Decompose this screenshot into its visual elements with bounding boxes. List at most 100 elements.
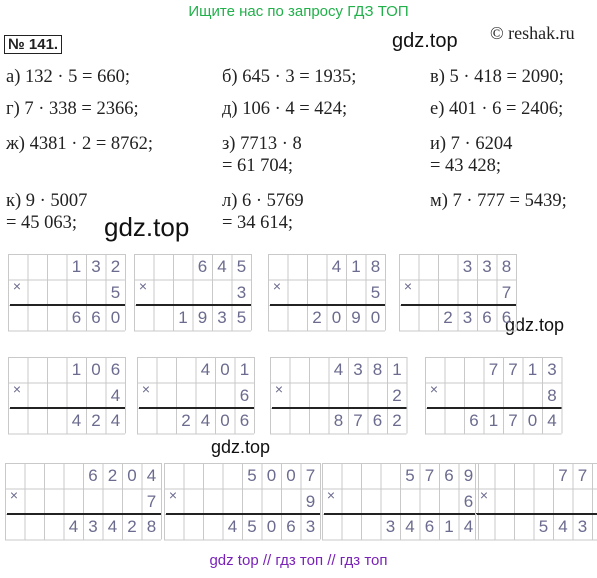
product-digit: 2 bbox=[181, 411, 191, 430]
multiplier-digit: 9 bbox=[305, 491, 316, 511]
product-digit: 6 bbox=[482, 308, 492, 327]
multiplier-digit: 7 bbox=[501, 282, 512, 302]
multiplicand-digit: 3 bbox=[91, 257, 101, 276]
multiplication-column: × 4 0 1 6 2 4 0 6 bbox=[137, 357, 255, 435]
product-digit: 6 bbox=[501, 308, 512, 327]
multiplicand-digit: 2 bbox=[107, 466, 118, 485]
product-digit: 5 bbox=[247, 517, 257, 536]
multiplicand-digit: 5 bbox=[405, 466, 415, 485]
product-digit: 0 bbox=[266, 517, 277, 536]
equation-k-result: = 45 063; bbox=[6, 213, 78, 233]
multiplicand-digit: 5 bbox=[247, 466, 257, 485]
exercise-number: № 141. bbox=[4, 35, 63, 54]
multiplicand-digit: 0 bbox=[220, 360, 230, 379]
product-digit: 3 bbox=[217, 308, 227, 327]
product-digit: 0 bbox=[110, 308, 121, 327]
multiply-sign: × bbox=[12, 278, 22, 295]
multiplicand-digit: 0 bbox=[127, 466, 137, 485]
multiplicand-digit: 6 bbox=[197, 257, 208, 276]
multiplicand-digit: 1 bbox=[71, 360, 82, 379]
multiplier-digit: 7 bbox=[146, 491, 157, 511]
multiplicand-digit: 4 bbox=[217, 257, 227, 276]
multiplier-digit: 2 bbox=[392, 385, 402, 405]
multiply-sign: × bbox=[403, 278, 413, 295]
product-digit: 2 bbox=[443, 308, 453, 327]
multiplier-digit: 5 bbox=[110, 282, 121, 302]
multiplication-column: × 3 3 8 7 2 3 6 6 bbox=[399, 254, 517, 332]
multiplier-digit: 5 bbox=[370, 282, 381, 302]
product-digit: 6 bbox=[91, 308, 101, 327]
multiply-sign: × bbox=[12, 381, 22, 398]
equation-i-result: = 43 428; bbox=[430, 156, 502, 176]
multiplicand-digit: 5 bbox=[236, 257, 247, 276]
product-digit: 0 bbox=[220, 411, 230, 430]
product-digit: 3 bbox=[305, 517, 316, 536]
multiplication-column: ×77775439 bbox=[475, 463, 597, 541]
product-digit: 9 bbox=[351, 308, 361, 327]
product-digit: 4 bbox=[558, 517, 568, 536]
multiplication-column: × 5 7 6 9 6 3 4 6 1 4 bbox=[322, 463, 479, 541]
multiplication-column: × 1 0 6 4 4 2 4 bbox=[8, 357, 126, 435]
product-digit: 4 bbox=[110, 411, 121, 430]
multiply-sign: × bbox=[168, 487, 178, 504]
product-digit: 4 bbox=[71, 411, 82, 430]
grid-lines bbox=[8, 357, 126, 435]
equation-a: а) 132 · 5 = 660; bbox=[6, 67, 130, 87]
multiplication-column: × 4 1 8 5 2 0 9 0 bbox=[268, 254, 386, 332]
multiply-sign: × bbox=[326, 487, 336, 504]
product-digit: 8 bbox=[333, 411, 344, 430]
multiplicand-digit: 6 bbox=[88, 466, 98, 485]
product-digit: 5 bbox=[236, 308, 247, 327]
multiply-sign: × bbox=[138, 278, 148, 295]
grid-lines bbox=[8, 254, 126, 332]
product-digit: 6 bbox=[286, 517, 296, 536]
equation-i: и) 7 · 6204 bbox=[430, 134, 513, 154]
equation-z-result: = 61 704; bbox=[222, 156, 294, 176]
watermark: gdz.top bbox=[211, 437, 271, 457]
watermark: gdz.top bbox=[505, 315, 565, 335]
multiplication-column: × 6 2 0 4 7 4 3 4 2 8 bbox=[5, 463, 162, 541]
multiplicand-digit: 6 bbox=[444, 466, 454, 485]
product-digit: 6 bbox=[239, 411, 250, 430]
multiplicand-digit: 7 bbox=[577, 466, 588, 485]
grid-lines bbox=[270, 357, 408, 435]
product-digit: 2 bbox=[312, 308, 322, 327]
multiplication-column: × 6 4 5 3 1 9 3 5 bbox=[134, 254, 252, 332]
equation-zh: ж) 4381 · 2 = 8762; bbox=[6, 134, 154, 154]
equation-v: в) 5 · 418 = 2090; bbox=[430, 67, 564, 87]
product-digit: 2 bbox=[91, 411, 101, 430]
copyright: © reshak.ru bbox=[490, 23, 575, 43]
equation-g: г) 7 · 338 = 2366; bbox=[6, 99, 139, 119]
multiplicand-digit: 7 bbox=[305, 466, 316, 485]
multiplicand-digit: 6 bbox=[110, 360, 121, 379]
multiplication-column: × 1 3 2 5 6 6 0 bbox=[8, 254, 126, 332]
multiplicand-digit: 1 bbox=[527, 360, 538, 379]
multiplicand-digit: 8 bbox=[501, 257, 512, 276]
multiplicand-digit: 7 bbox=[508, 360, 518, 379]
product-digit: 0 bbox=[331, 308, 342, 327]
multiplicand-digit: 3 bbox=[353, 360, 363, 379]
product-digit: 4 bbox=[68, 517, 79, 536]
multiplier-digit: 3 bbox=[236, 282, 247, 302]
multiplicand-digit: 4 bbox=[331, 257, 342, 276]
product-digit: 5 bbox=[538, 517, 549, 536]
product-digit: 4 bbox=[107, 517, 118, 536]
grid-lines bbox=[399, 254, 517, 332]
grid-lines bbox=[5, 463, 162, 541]
multiplicand-digit: 4 bbox=[146, 466, 157, 485]
equation-k: к) 9 · 5007 bbox=[6, 191, 88, 211]
multiplication-column: × 7 7 1 3 8 6 1 7 0 4 bbox=[425, 357, 563, 435]
multiplicand-digit: 1 bbox=[351, 257, 361, 276]
multiplicand-digit: 1 bbox=[71, 257, 82, 276]
grid-lines bbox=[322, 463, 479, 541]
product-digit: 6 bbox=[469, 411, 479, 430]
multiplicand-digit: 3 bbox=[462, 257, 473, 276]
grid-lines bbox=[137, 357, 255, 435]
multiplicand-digit: 7 bbox=[558, 466, 568, 485]
multiplicand-digit: 2 bbox=[110, 257, 121, 276]
product-digit: 6 bbox=[372, 411, 383, 430]
equation-l-result: = 34 614; bbox=[222, 213, 294, 233]
multiplicand-digit: 7 bbox=[424, 466, 435, 485]
multiplicand-digit: 8 bbox=[370, 257, 381, 276]
grid-lines bbox=[134, 254, 252, 332]
